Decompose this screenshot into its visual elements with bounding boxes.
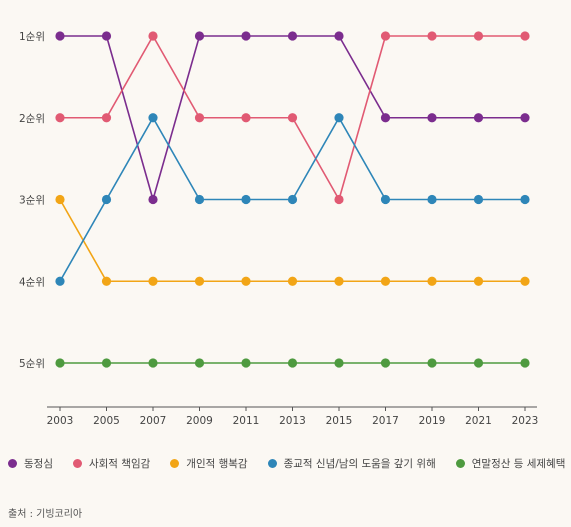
legend-label: 개인적 행복감	[186, 458, 248, 470]
data-point-4	[55, 358, 65, 368]
y-tick-label: 1순위	[19, 30, 45, 43]
data-point-1	[427, 31, 437, 41]
x-axis-labels: 2003 2005 2007 2009 2011 2013 2015 2017 2019 2021…	[47, 415, 539, 427]
data-point-1	[334, 194, 344, 205]
data-point-2	[194, 276, 205, 286]
x-axis-ticks	[59, 407, 526, 411]
data-point-4	[380, 358, 391, 368]
data-point-0	[520, 113, 530, 123]
data-point-3	[241, 194, 251, 205]
legend-item-4: 연말정산 등 세제혜택	[455, 456, 566, 471]
data-point-4	[473, 358, 484, 368]
data-point-2	[241, 276, 251, 286]
data-point-3	[287, 194, 298, 205]
y-axis-labels: 1순위 2순위 3순위 4순위 5순위	[19, 30, 45, 370]
data-point-3	[334, 113, 344, 123]
data-point-4	[148, 358, 158, 368]
data-point-0	[194, 31, 205, 41]
data-point-0	[473, 113, 484, 123]
data-point-2	[55, 194, 65, 205]
data-point-0	[334, 31, 344, 41]
data-point-2	[101, 276, 112, 286]
legend-dot-icon	[8, 459, 17, 468]
data-point-0	[101, 31, 112, 41]
data-point-1	[520, 31, 530, 41]
data-point-3	[380, 194, 391, 205]
y-tick-label: 5순위	[19, 357, 45, 370]
data-point-4	[334, 358, 344, 368]
data-point-3	[520, 194, 530, 205]
legend-label: 연말정산 등 세제혜택	[471, 458, 566, 470]
data-point-0	[427, 113, 437, 123]
x-tick-label: 2017	[372, 415, 399, 427]
x-tick-label: 2015	[326, 415, 353, 427]
data-point-1	[241, 113, 251, 123]
legend-item-1: 사회적 책임감	[72, 456, 151, 471]
data-point-1	[55, 113, 65, 123]
data-point-3	[473, 194, 484, 205]
data-point-4	[101, 358, 112, 368]
data-point-2	[287, 276, 298, 286]
y-tick-label: 3순위	[19, 194, 45, 207]
data-point-2	[380, 276, 391, 286]
legend-dot-icon	[267, 459, 277, 468]
data-point-1	[287, 113, 298, 123]
data-point-4	[241, 358, 251, 368]
legend-dot-icon	[170, 459, 180, 468]
legend-label: 사회적 책임감	[88, 458, 151, 470]
data-point-1	[380, 31, 391, 41]
data-point-1	[148, 31, 158, 41]
data-point-4	[427, 358, 437, 368]
data-point-3	[55, 276, 65, 286]
x-tick-label: 2009	[186, 415, 213, 427]
data-point-3	[194, 194, 205, 205]
x-tick-label: 2011	[233, 415, 260, 427]
data-point-2	[520, 276, 530, 286]
series-line-2	[59, 199, 525, 283]
series-points	[55, 31, 530, 368]
legend-label: 종교적 신념/남의 도움을 갚기 위해	[283, 458, 436, 470]
data-point-3	[101, 194, 112, 205]
legend-item-2: 개인적 행복감	[170, 456, 248, 471]
data-point-0	[55, 31, 65, 41]
x-tick-label: 2003	[47, 415, 74, 427]
data-point-4	[520, 358, 530, 368]
data-point-1	[101, 113, 112, 123]
x-tick-label: 2005	[93, 415, 120, 427]
x-tick-label: 2023	[512, 415, 539, 427]
y-tick-label: 2순위	[19, 112, 45, 125]
data-point-1	[194, 113, 205, 123]
data-point-2	[334, 276, 344, 286]
data-point-2	[148, 276, 158, 286]
x-tick-label: 2013	[279, 415, 306, 427]
data-point-4	[287, 358, 298, 368]
legend-dot-icon	[72, 459, 82, 468]
data-point-0	[380, 113, 391, 123]
legend-item-0: 동정심	[8, 456, 53, 471]
data-point-2	[473, 276, 484, 286]
data-point-2	[427, 276, 437, 286]
legend-item-3: 종교적 신념/남의 도움을 갚기 위해	[267, 456, 436, 471]
legend-dot-icon	[455, 459, 465, 468]
legend-label: 동정심	[24, 458, 53, 470]
data-point-4	[194, 358, 205, 368]
x-tick-label: 2007	[140, 415, 167, 427]
chart-legend: 동정심 사회적 책임감 개인적 행복감 종교적 신념/남의 도움을 갚기 위해 연말정산…	[8, 456, 568, 471]
y-tick-label: 4순위	[19, 275, 45, 288]
data-point-1	[473, 31, 484, 41]
x-tick-label: 2021	[465, 415, 492, 427]
data-point-3	[427, 194, 437, 205]
data-point-0	[148, 194, 158, 205]
data-point-0	[241, 31, 251, 41]
data-point-3	[148, 113, 158, 123]
x-tick-label: 2019	[419, 415, 446, 427]
source-note: 출처 : 기빙코리아	[8, 509, 83, 520]
data-point-0	[287, 31, 298, 41]
